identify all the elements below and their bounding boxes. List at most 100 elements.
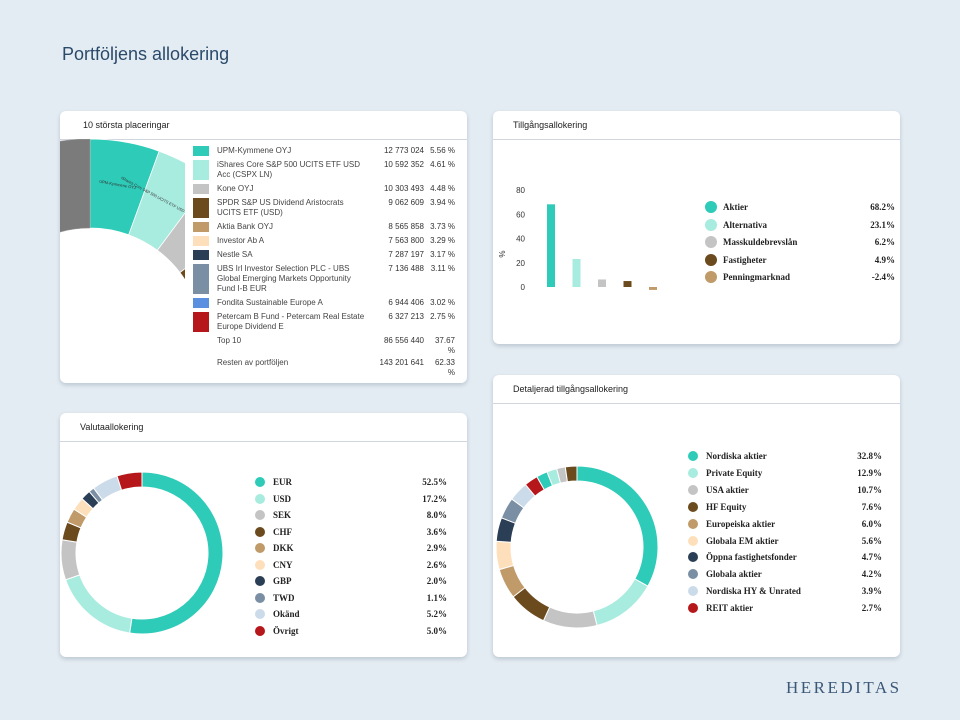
top10-swatch xyxy=(193,160,209,180)
top10-name: Aktia Bank OYJ xyxy=(217,222,274,231)
legend-value: 5.6% xyxy=(861,535,882,546)
top10-swatch xyxy=(193,222,209,232)
top10-rest-slice xyxy=(60,139,91,233)
legend-item-sek: SEK 8.0% xyxy=(255,510,457,520)
legend-value: 52.5% xyxy=(422,477,447,487)
legend-label: EUR xyxy=(273,477,293,487)
legend-label: SEK xyxy=(273,510,292,520)
legend-value: 6.0% xyxy=(861,518,882,529)
legend-label: DKK xyxy=(273,543,294,553)
legend-item-nordiska-hy-unrated: Nordiska HY & Unrated 3.9% xyxy=(688,586,892,597)
bar-masskuldebrevsl-n xyxy=(598,279,606,287)
top10-row: SPDR S&P US Dividend Aristocrats UCITS E… xyxy=(193,198,455,220)
slice-eur xyxy=(129,471,224,635)
legend-value: 23.1% xyxy=(870,219,895,230)
legend-item-ok-nd: Okänd 5.2% xyxy=(255,609,457,619)
legend-value: 8.0% xyxy=(426,510,447,520)
legend-label: Masskuldebrevslån xyxy=(723,237,798,247)
detailed-allocation-title: Detaljerad tillgångsallokering xyxy=(513,384,629,394)
top10-slice-4 xyxy=(179,268,185,281)
legend-label: HF Equity xyxy=(706,501,747,512)
legend-item-dkk: DKK 2.9% xyxy=(255,543,457,553)
legend-item-chf: CHF 3.6% xyxy=(255,526,457,537)
slice-usd xyxy=(64,574,133,634)
detailed-allocation-header: Detaljerad tillgångsallokering xyxy=(493,375,900,404)
top10-total-value: 86 556 440 xyxy=(383,336,424,345)
top10-pct: 4.61 % xyxy=(430,160,455,169)
legend-dot xyxy=(255,625,265,636)
top10-row: Investor Ab A 7 563 800 3.29 % xyxy=(193,236,455,248)
legend-value: 2.6% xyxy=(426,559,447,570)
legend-item-masskuldebrevsl-n: Masskuldebrevslån 6.2% xyxy=(705,236,895,248)
legend-value: 10.7% xyxy=(857,484,882,495)
asset-allocation-title: Tillgångsallokering xyxy=(513,120,588,130)
top10-value: 12 773 024 xyxy=(383,146,424,155)
legend-dot xyxy=(255,493,265,504)
legend-item-gbp: GBP 2.0% xyxy=(255,576,457,586)
legend-item-cny: CNY 2.6% xyxy=(255,559,457,570)
legend-dot xyxy=(688,603,698,614)
top10-pct: 3.94 % xyxy=(430,198,455,207)
top10-row: Fondita Sustainable Europe A 6 944 406 3.0… xyxy=(193,298,455,310)
top10-row: Aktia Bank OYJ 8 565 858 3.73 % xyxy=(193,222,455,234)
bar-penningmarknad xyxy=(649,287,657,290)
y-tick-label: 20 xyxy=(516,259,525,268)
top10-swatch xyxy=(193,264,209,294)
slice-usa-aktier xyxy=(542,606,598,629)
y-tick-label: 80 xyxy=(516,186,525,195)
legend-dot xyxy=(255,477,265,487)
legend-value: -2.4% xyxy=(871,272,895,282)
legend-item-penningmarknad: Penningmarknad -2.4% xyxy=(705,271,895,283)
legend-item-reit-aktier: REIT aktier 2.7% xyxy=(688,603,892,614)
legend-label: Globala aktier xyxy=(706,569,762,580)
detailed-allocation-card: Detaljerad tillgångsallokering Nordiska … xyxy=(493,375,900,657)
top10-swatch xyxy=(193,250,209,260)
legend-label: Okänd xyxy=(273,609,300,619)
top10-name: Fondita Sustainable Europe A xyxy=(217,298,323,307)
legend-label: Öppna fastighetsfonder xyxy=(706,552,797,563)
legend-label: Private Equity xyxy=(706,467,763,478)
legend-item-europeiska-aktier: Europeiska aktier 6.0% xyxy=(688,518,892,529)
slice-globala-em-aktier xyxy=(495,540,515,571)
legend-dot xyxy=(255,609,265,619)
bar-alternativa xyxy=(572,258,581,287)
currency-donut-chart xyxy=(60,471,224,635)
y-tick-label: 40 xyxy=(516,235,525,244)
slice-private-equity xyxy=(592,578,649,627)
legend-label: Penningmarknad xyxy=(723,272,791,282)
legend-value: 7.6% xyxy=(861,501,882,512)
legend-dot xyxy=(688,586,698,597)
legend-dot xyxy=(705,271,717,283)
top10-row: iShares Core S&P 500 UCITS ETF USD Acc (… xyxy=(193,160,455,182)
top10-name: Investor Ab A xyxy=(217,236,265,245)
top10-value: 7 287 197 xyxy=(388,250,424,259)
legend-dot xyxy=(255,576,265,586)
top10-pct: 5.56 % xyxy=(430,146,455,155)
legend-dot xyxy=(255,592,265,603)
legend-label: USA aktier xyxy=(706,484,749,495)
legend-label: Fastigheter xyxy=(723,254,767,265)
legend-label: TWD xyxy=(273,592,295,603)
legend-item-ppna-fastighetsfonder: Öppna fastighetsfonder 4.7% xyxy=(688,552,892,563)
top10-value: 10 592 352 xyxy=(383,160,424,169)
top10-value: 9 062 609 xyxy=(388,198,424,207)
top10-card-header: 10 största placeringar xyxy=(60,111,467,140)
legend-dot xyxy=(705,236,717,248)
top10-name: SPDR S&P US Dividend Aristocrats UCITS E… xyxy=(217,198,344,217)
legend-value: 4.2% xyxy=(861,569,882,580)
legend-value: 4.7% xyxy=(861,552,882,563)
legend-dot xyxy=(688,518,698,529)
top10-total-pct: 37.67 % xyxy=(434,336,455,355)
legend-label: Nordiska aktier xyxy=(706,451,767,461)
legend-dot xyxy=(705,253,717,266)
top10-name: iShares Core S&P 500 UCITS ETF USD Acc (… xyxy=(217,160,361,179)
top10-value: 10 303 493 xyxy=(383,184,424,193)
top10-pct: 4.48 % xyxy=(430,184,455,193)
legend-item-nordiska-aktier: Nordiska aktier 32.8% xyxy=(688,451,892,461)
legend-dot xyxy=(688,569,698,580)
legend-value: 6.2% xyxy=(874,237,895,247)
brand-logo: HEREDITAS xyxy=(786,678,902,697)
top10-name: Kone OYJ xyxy=(217,184,254,193)
top10-slice-8 xyxy=(193,368,287,383)
legend-value: 2.7% xyxy=(861,603,882,614)
